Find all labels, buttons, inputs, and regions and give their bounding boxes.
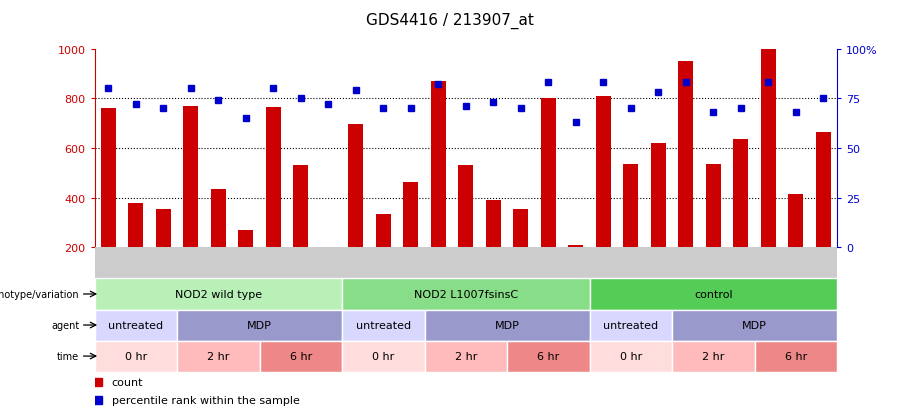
Bar bbox=[94, 279, 342, 310]
Bar bbox=[211, 190, 226, 248]
Bar bbox=[590, 341, 672, 372]
Text: 6 hr: 6 hr bbox=[290, 351, 312, 361]
Bar bbox=[403, 182, 418, 248]
Bar bbox=[128, 203, 143, 248]
Bar bbox=[815, 133, 831, 248]
Text: 2 hr: 2 hr bbox=[207, 351, 230, 361]
Text: MDP: MDP bbox=[495, 320, 519, 330]
Bar bbox=[706, 165, 721, 248]
Bar bbox=[177, 310, 342, 341]
Bar bbox=[788, 195, 804, 248]
Text: untreated: untreated bbox=[108, 320, 163, 330]
Bar bbox=[596, 97, 611, 248]
Bar bbox=[672, 341, 754, 372]
Bar bbox=[623, 165, 638, 248]
Text: untreated: untreated bbox=[356, 320, 410, 330]
Text: genotype/variation: genotype/variation bbox=[0, 289, 79, 299]
Bar bbox=[590, 279, 837, 310]
Text: 0 hr: 0 hr bbox=[372, 351, 394, 361]
Bar bbox=[679, 62, 693, 248]
Text: untreated: untreated bbox=[603, 320, 658, 330]
Bar bbox=[293, 166, 309, 248]
Bar bbox=[672, 310, 837, 341]
Text: 6 hr: 6 hr bbox=[537, 351, 560, 361]
Bar bbox=[507, 341, 590, 372]
Bar bbox=[342, 279, 590, 310]
Bar bbox=[348, 125, 364, 248]
Bar bbox=[177, 341, 259, 372]
Bar bbox=[734, 140, 748, 248]
Bar bbox=[266, 108, 281, 248]
Bar bbox=[513, 209, 528, 248]
Bar bbox=[101, 109, 116, 248]
Text: 2 hr: 2 hr bbox=[702, 351, 724, 361]
Text: 0 hr: 0 hr bbox=[619, 351, 642, 361]
Bar bbox=[156, 209, 171, 248]
Bar bbox=[184, 107, 198, 248]
Text: 0 hr: 0 hr bbox=[124, 351, 147, 361]
Bar bbox=[541, 99, 556, 248]
Text: count: count bbox=[112, 377, 143, 387]
Bar bbox=[94, 248, 837, 279]
Bar bbox=[342, 341, 425, 372]
Bar bbox=[760, 50, 776, 248]
Text: MDP: MDP bbox=[248, 320, 272, 330]
Bar bbox=[568, 245, 583, 248]
Bar bbox=[425, 341, 507, 372]
Text: percentile rank within the sample: percentile rank within the sample bbox=[112, 395, 300, 405]
Text: NOD2 wild type: NOD2 wild type bbox=[175, 289, 262, 299]
Bar bbox=[259, 341, 342, 372]
Bar bbox=[431, 82, 446, 248]
Text: time: time bbox=[58, 351, 79, 361]
Bar bbox=[94, 310, 177, 341]
Bar bbox=[458, 166, 473, 248]
Text: agent: agent bbox=[51, 320, 79, 330]
Text: control: control bbox=[694, 289, 733, 299]
Bar bbox=[486, 201, 500, 248]
Bar bbox=[94, 341, 177, 372]
Bar bbox=[375, 214, 391, 248]
Text: MDP: MDP bbox=[742, 320, 767, 330]
Text: 2 hr: 2 hr bbox=[454, 351, 477, 361]
Bar bbox=[425, 310, 590, 341]
Text: NOD2 L1007fsinsC: NOD2 L1007fsinsC bbox=[414, 289, 518, 299]
Bar bbox=[651, 144, 666, 248]
Bar bbox=[590, 310, 672, 341]
Text: 6 hr: 6 hr bbox=[785, 351, 807, 361]
Bar bbox=[238, 230, 253, 248]
Bar bbox=[342, 310, 425, 341]
Text: GDS4416 / 213907_at: GDS4416 / 213907_at bbox=[366, 12, 534, 28]
Bar bbox=[754, 341, 837, 372]
